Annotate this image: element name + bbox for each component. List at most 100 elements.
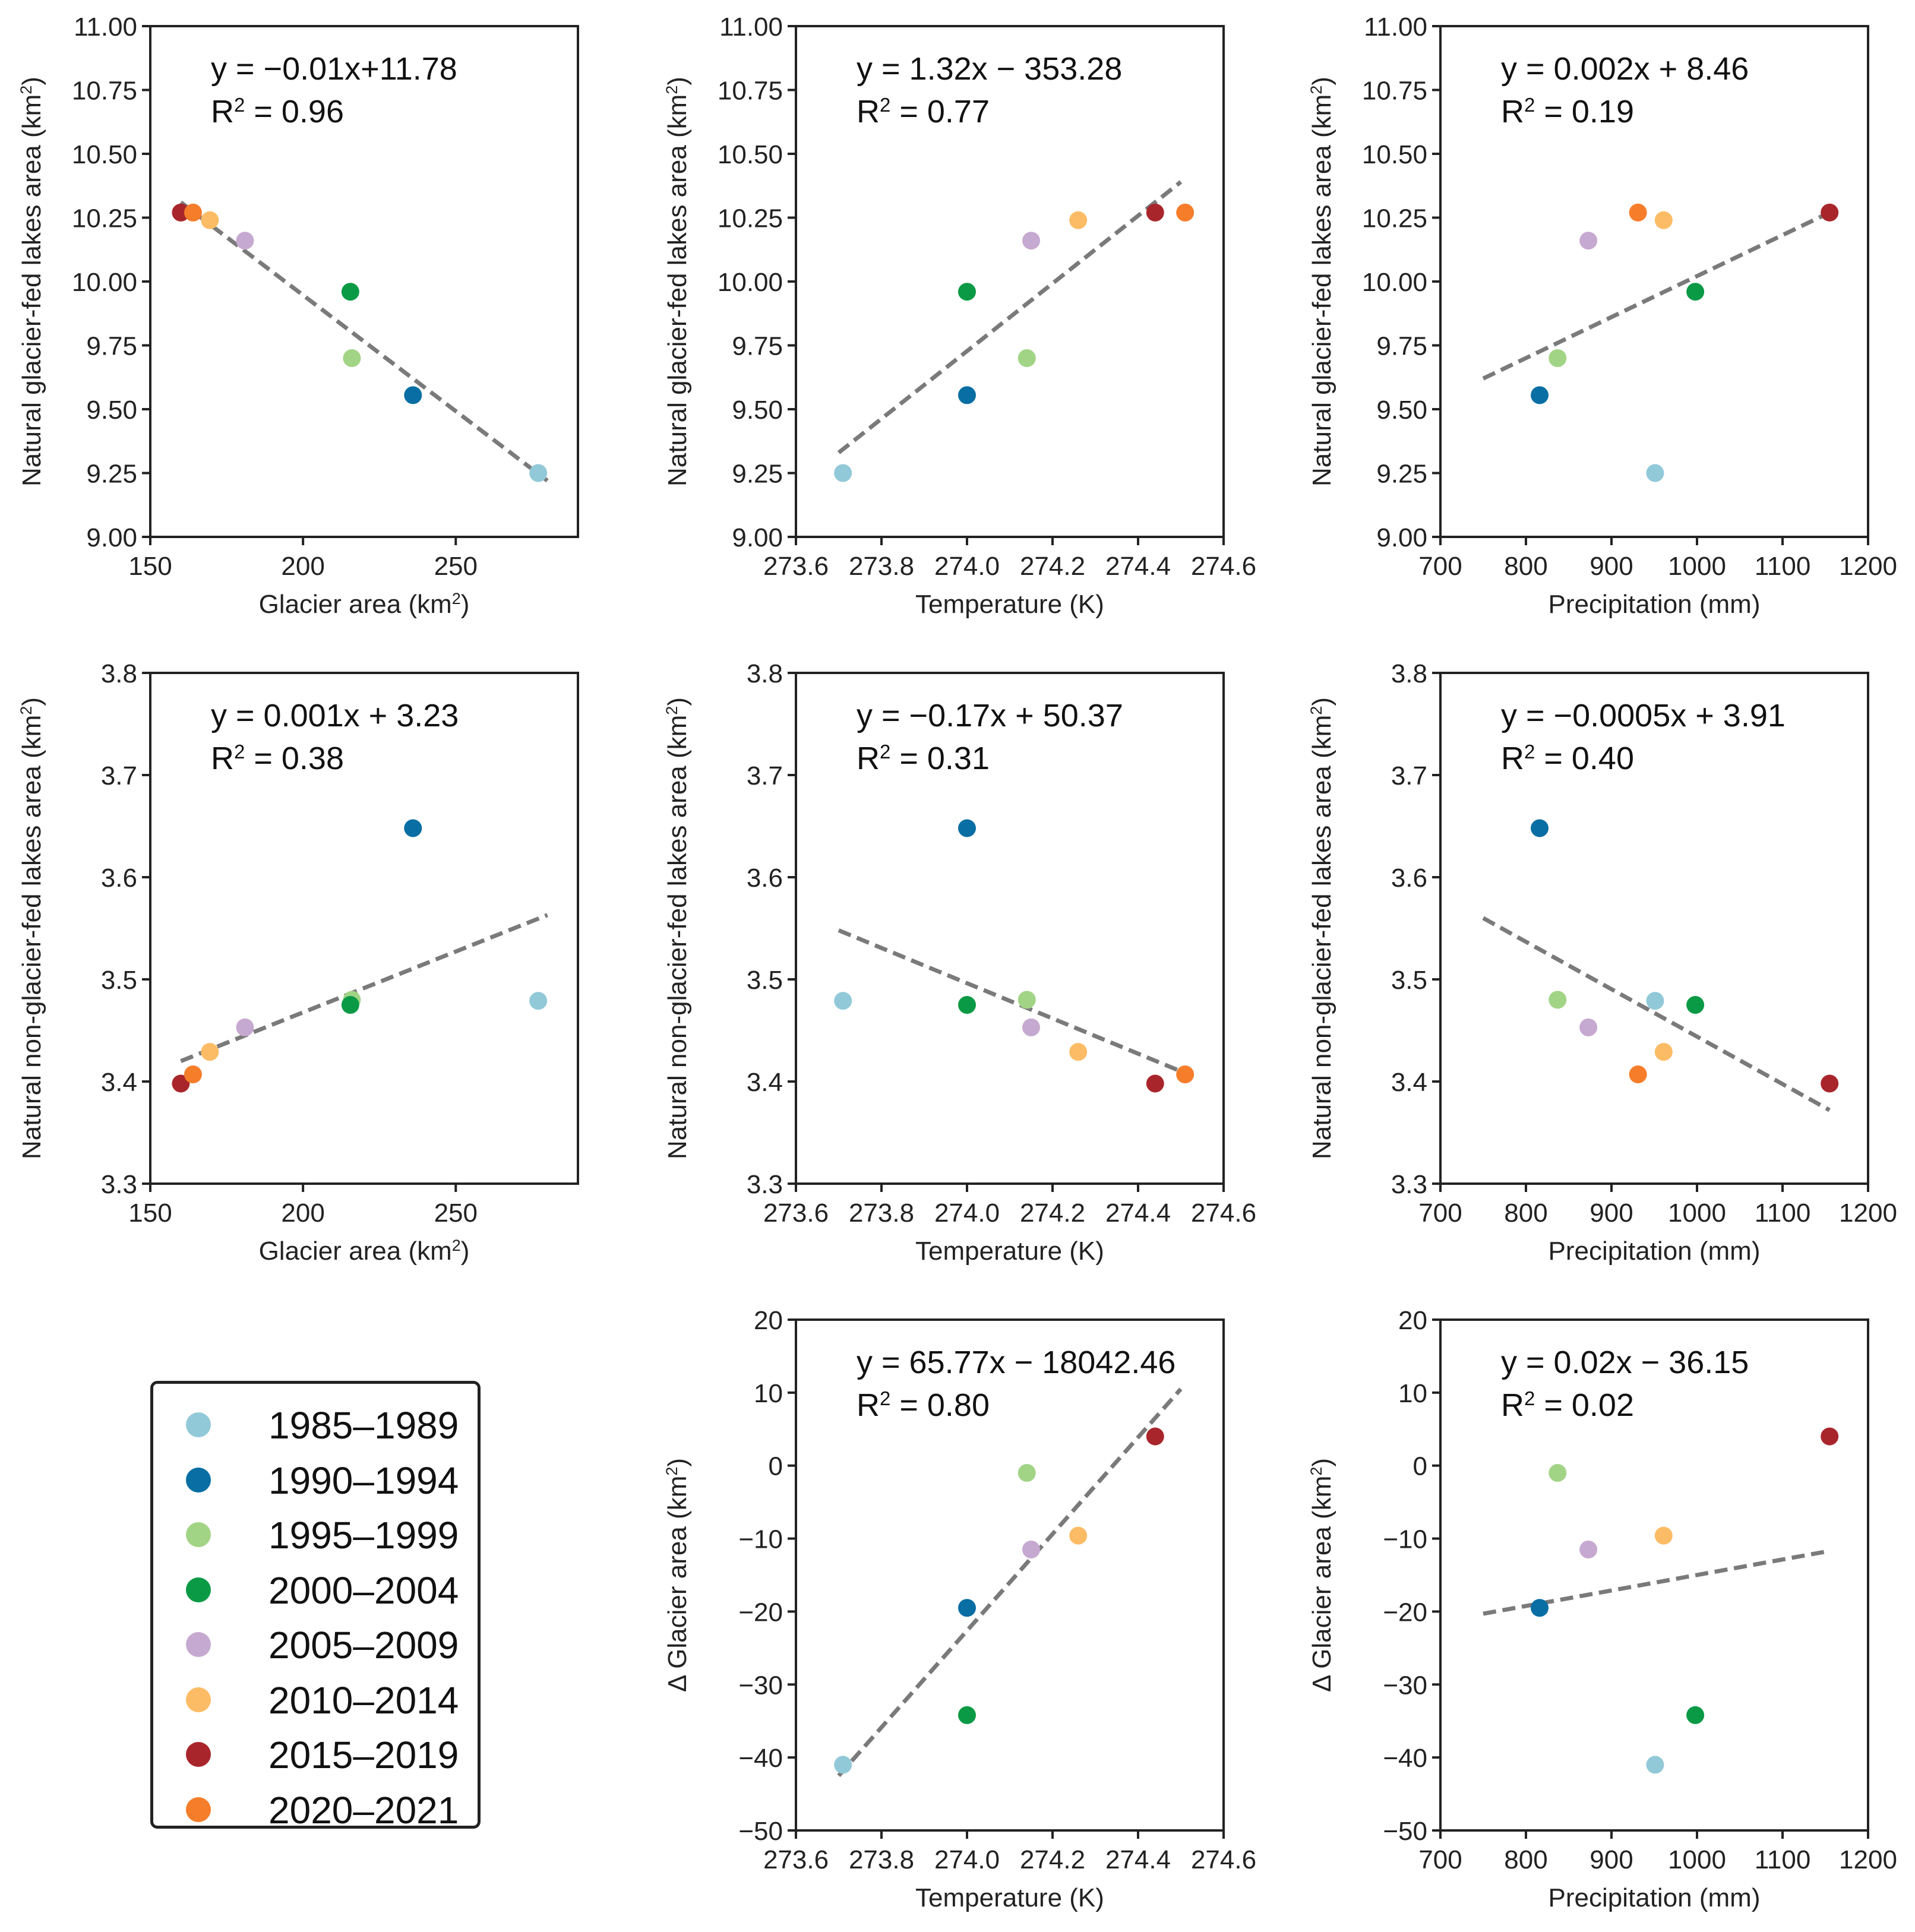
y-tick-label: 20 [754, 1306, 783, 1335]
y-tick-label: 11.00 [1364, 12, 1427, 42]
y-tick-label: 3.6 [747, 864, 783, 893]
y-tick-label: −50 [1383, 1817, 1427, 1846]
y-tick-label: −10 [738, 1525, 783, 1554]
legend-marker [186, 1797, 211, 1822]
x-tick-label: 1100 [1755, 552, 1811, 581]
y-tick-label: 9.50 [1376, 396, 1427, 425]
data-point [1022, 232, 1040, 250]
r-squared-label: R2 = 0.40 [1501, 741, 1634, 777]
panel-p33: 700 800 900 1000 1100 1200 −50 −40 −30 −20 −10 0 10 2… [1307, 1306, 1897, 1912]
y-tick-label: 10.75 [1362, 77, 1427, 106]
y-tick-label: −40 [738, 1744, 783, 1773]
y-tick-label: 10.50 [718, 140, 783, 169]
y-axis-label: Natural non-glacier-fed lakes area (km2) [17, 697, 46, 1159]
x-axis-label: Temperature (K) [915, 590, 1104, 619]
y-tick-label: 11.00 [74, 12, 137, 42]
r-squared-label: R2 = 0.77 [857, 94, 990, 130]
y-tick-label: 9.00 [732, 523, 783, 552]
y-tick-label: 9.50 [732, 396, 783, 425]
y-tick-label: 9.75 [86, 332, 137, 361]
data-point [834, 464, 852, 482]
regression-equation: y = 65.77x − 18042.46 [857, 1345, 1175, 1380]
data-point [201, 1043, 219, 1061]
x-tick-label: 900 [1589, 1845, 1633, 1874]
data-point [1017, 349, 1036, 367]
y-tick-label: 3.7 [101, 761, 137, 790]
data-point [1654, 1526, 1673, 1545]
x-tick-label: 1200 [1839, 1199, 1897, 1228]
y-tick-label: 10.50 [1362, 140, 1427, 169]
x-tick-label: 273.8 [849, 552, 914, 581]
x-axis-label: Temperature (K) [915, 1237, 1104, 1266]
data-point [1549, 1464, 1567, 1482]
legend-marker [186, 1632, 211, 1657]
y-tick-label: 10 [1398, 1379, 1427, 1408]
x-axis-label: Precipitation (mm) [1549, 590, 1761, 619]
axes-frame [795, 672, 1225, 1185]
data-point [1176, 203, 1194, 222]
data-point [529, 992, 548, 1010]
x-tick-label: 1200 [1839, 552, 1897, 581]
regression-line [837, 180, 1183, 454]
data-point [1579, 1541, 1598, 1558]
r-squared-label: R2 = 0.31 [857, 741, 990, 777]
legend-entry: 1985–1989 [153, 1397, 478, 1452]
x-tick-label: 1000 [1668, 1199, 1726, 1228]
x-tick-label: 700 [1418, 1845, 1462, 1874]
legend-entry: 1990–1994 [153, 1452, 478, 1507]
y-axis-label: Natural non-glacier-fed lakes area (km2) [1307, 697, 1336, 1159]
y-tick-label: 3.8 [1391, 659, 1427, 688]
legend-label: 1985–1989 [268, 1404, 459, 1447]
data-point [1629, 1065, 1647, 1083]
y-tick-label: 3.5 [101, 966, 137, 995]
axes-frame [795, 1318, 1225, 1832]
y-tick-label: −20 [1383, 1598, 1427, 1627]
y-tick-label: 3.4 [1391, 1068, 1427, 1097]
x-tick-label: 250 [434, 552, 478, 581]
data-point [1176, 1065, 1194, 1083]
y-axis-label: Natural glacier-fed lakes area (km2) [1307, 77, 1336, 486]
x-tick-label: 800 [1504, 1845, 1547, 1874]
data-point [1069, 1043, 1088, 1061]
panel-p13: 700 800 900 1000 1100 1200 9.00 9.25 9.50 9.75 10.… [1307, 12, 1897, 619]
x-tick-label: 274.0 [934, 1845, 1000, 1874]
data-point [1017, 1464, 1036, 1482]
data-point [1686, 283, 1705, 301]
regression-equation: y = −0.0005x + 3.91 [1501, 698, 1786, 733]
x-tick-label: 274.6 [1191, 1845, 1256, 1874]
data-point [1022, 1018, 1040, 1036]
data-point [1017, 991, 1036, 1009]
legend-label: 1990–1994 [268, 1459, 459, 1502]
r-squared-label: R2 = 0.80 [857, 1387, 990, 1424]
y-tick-label: −20 [738, 1598, 783, 1627]
data-point [1022, 1541, 1040, 1558]
data-point [172, 1074, 190, 1093]
y-tick-label: 3.7 [747, 761, 783, 790]
x-tick-label: 1000 [1668, 1845, 1726, 1874]
x-tick-label: 273.8 [849, 1845, 914, 1874]
y-tick-label: 10.75 [72, 77, 137, 106]
data-point [341, 283, 359, 301]
data-point [184, 1065, 202, 1083]
y-tick-label: 3.5 [747, 966, 783, 995]
data-point [958, 1706, 976, 1724]
legend-marker [186, 1577, 211, 1602]
regression-line [1482, 210, 1831, 381]
regression-line [837, 1387, 1183, 1778]
x-tick-label: 274.0 [934, 552, 1000, 581]
x-tick-label: 1000 [1668, 552, 1726, 581]
regression-line [179, 200, 549, 483]
y-tick-label: 0 [769, 1452, 783, 1481]
axes-frame [1439, 672, 1869, 1185]
x-tick-label: 274.2 [1020, 1845, 1085, 1874]
data-point [236, 1018, 254, 1036]
y-axis-label: Natural glacier-fed lakes area (km2) [17, 77, 46, 486]
y-tick-label: 10.00 [72, 268, 137, 297]
x-tick-label: 800 [1504, 552, 1547, 581]
x-tick-label: 250 [434, 1199, 478, 1228]
x-tick-label: 274.6 [1191, 1199, 1256, 1228]
data-point [236, 232, 254, 250]
data-point [1531, 1599, 1549, 1617]
legend-entry: 2015–2019 [153, 1727, 478, 1782]
y-tick-label: 9.25 [732, 460, 783, 489]
